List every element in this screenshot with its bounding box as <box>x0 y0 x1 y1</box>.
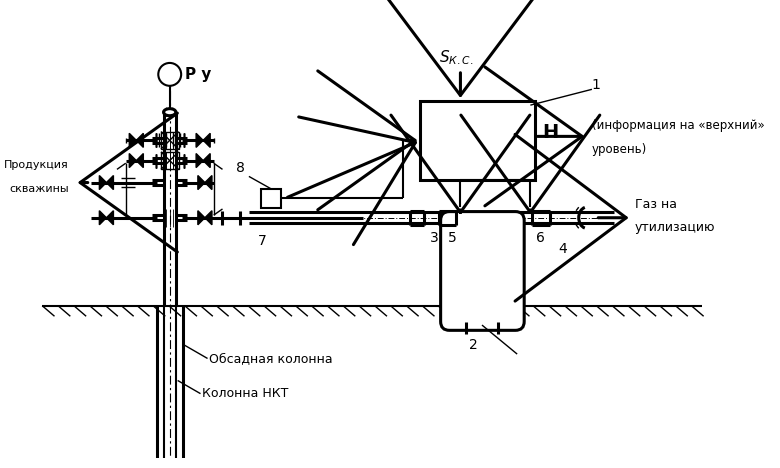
Text: уровень): уровень) <box>592 143 647 155</box>
Text: скважины: скважины <box>9 184 69 194</box>
Polygon shape <box>106 176 113 190</box>
Text: $S_{К.С.}$: $S_{К.С.}$ <box>439 49 473 67</box>
Text: (информация на «верхний»: (информация на «верхний» <box>592 119 764 132</box>
Text: Р у: Р у <box>185 67 211 82</box>
Text: 4: 4 <box>558 242 567 256</box>
Text: утилизацию: утилизацию <box>635 221 715 234</box>
Polygon shape <box>205 176 212 190</box>
Polygon shape <box>203 133 210 147</box>
Polygon shape <box>136 133 144 147</box>
Polygon shape <box>99 176 106 190</box>
Text: Продукция: Продукция <box>4 160 69 170</box>
Polygon shape <box>136 154 144 168</box>
Polygon shape <box>106 211 113 225</box>
Text: 1: 1 <box>592 78 601 92</box>
FancyBboxPatch shape <box>441 212 524 330</box>
Text: Обсадная колонна: Обсадная колонна <box>209 352 333 365</box>
Polygon shape <box>129 133 136 147</box>
Ellipse shape <box>164 109 176 116</box>
Text: 5: 5 <box>448 231 456 245</box>
Polygon shape <box>205 211 212 225</box>
Polygon shape <box>198 211 205 225</box>
Text: 7: 7 <box>257 234 267 248</box>
Text: 6: 6 <box>537 231 545 245</box>
Text: Газ на: Газ на <box>635 197 677 211</box>
Bar <box>161 132 179 149</box>
Bar <box>420 101 535 180</box>
Text: H: H <box>542 123 558 142</box>
Bar <box>261 189 281 208</box>
Polygon shape <box>129 154 136 168</box>
Polygon shape <box>196 133 203 147</box>
Text: Колонна НКТ: Колонна НКТ <box>202 387 289 400</box>
Bar <box>161 152 179 169</box>
Text: 3: 3 <box>430 231 439 245</box>
Polygon shape <box>99 211 106 225</box>
Text: 2: 2 <box>469 338 477 352</box>
Polygon shape <box>198 176 205 190</box>
Text: 8: 8 <box>236 161 244 175</box>
Circle shape <box>158 63 181 86</box>
Polygon shape <box>196 154 203 168</box>
Polygon shape <box>203 154 210 168</box>
